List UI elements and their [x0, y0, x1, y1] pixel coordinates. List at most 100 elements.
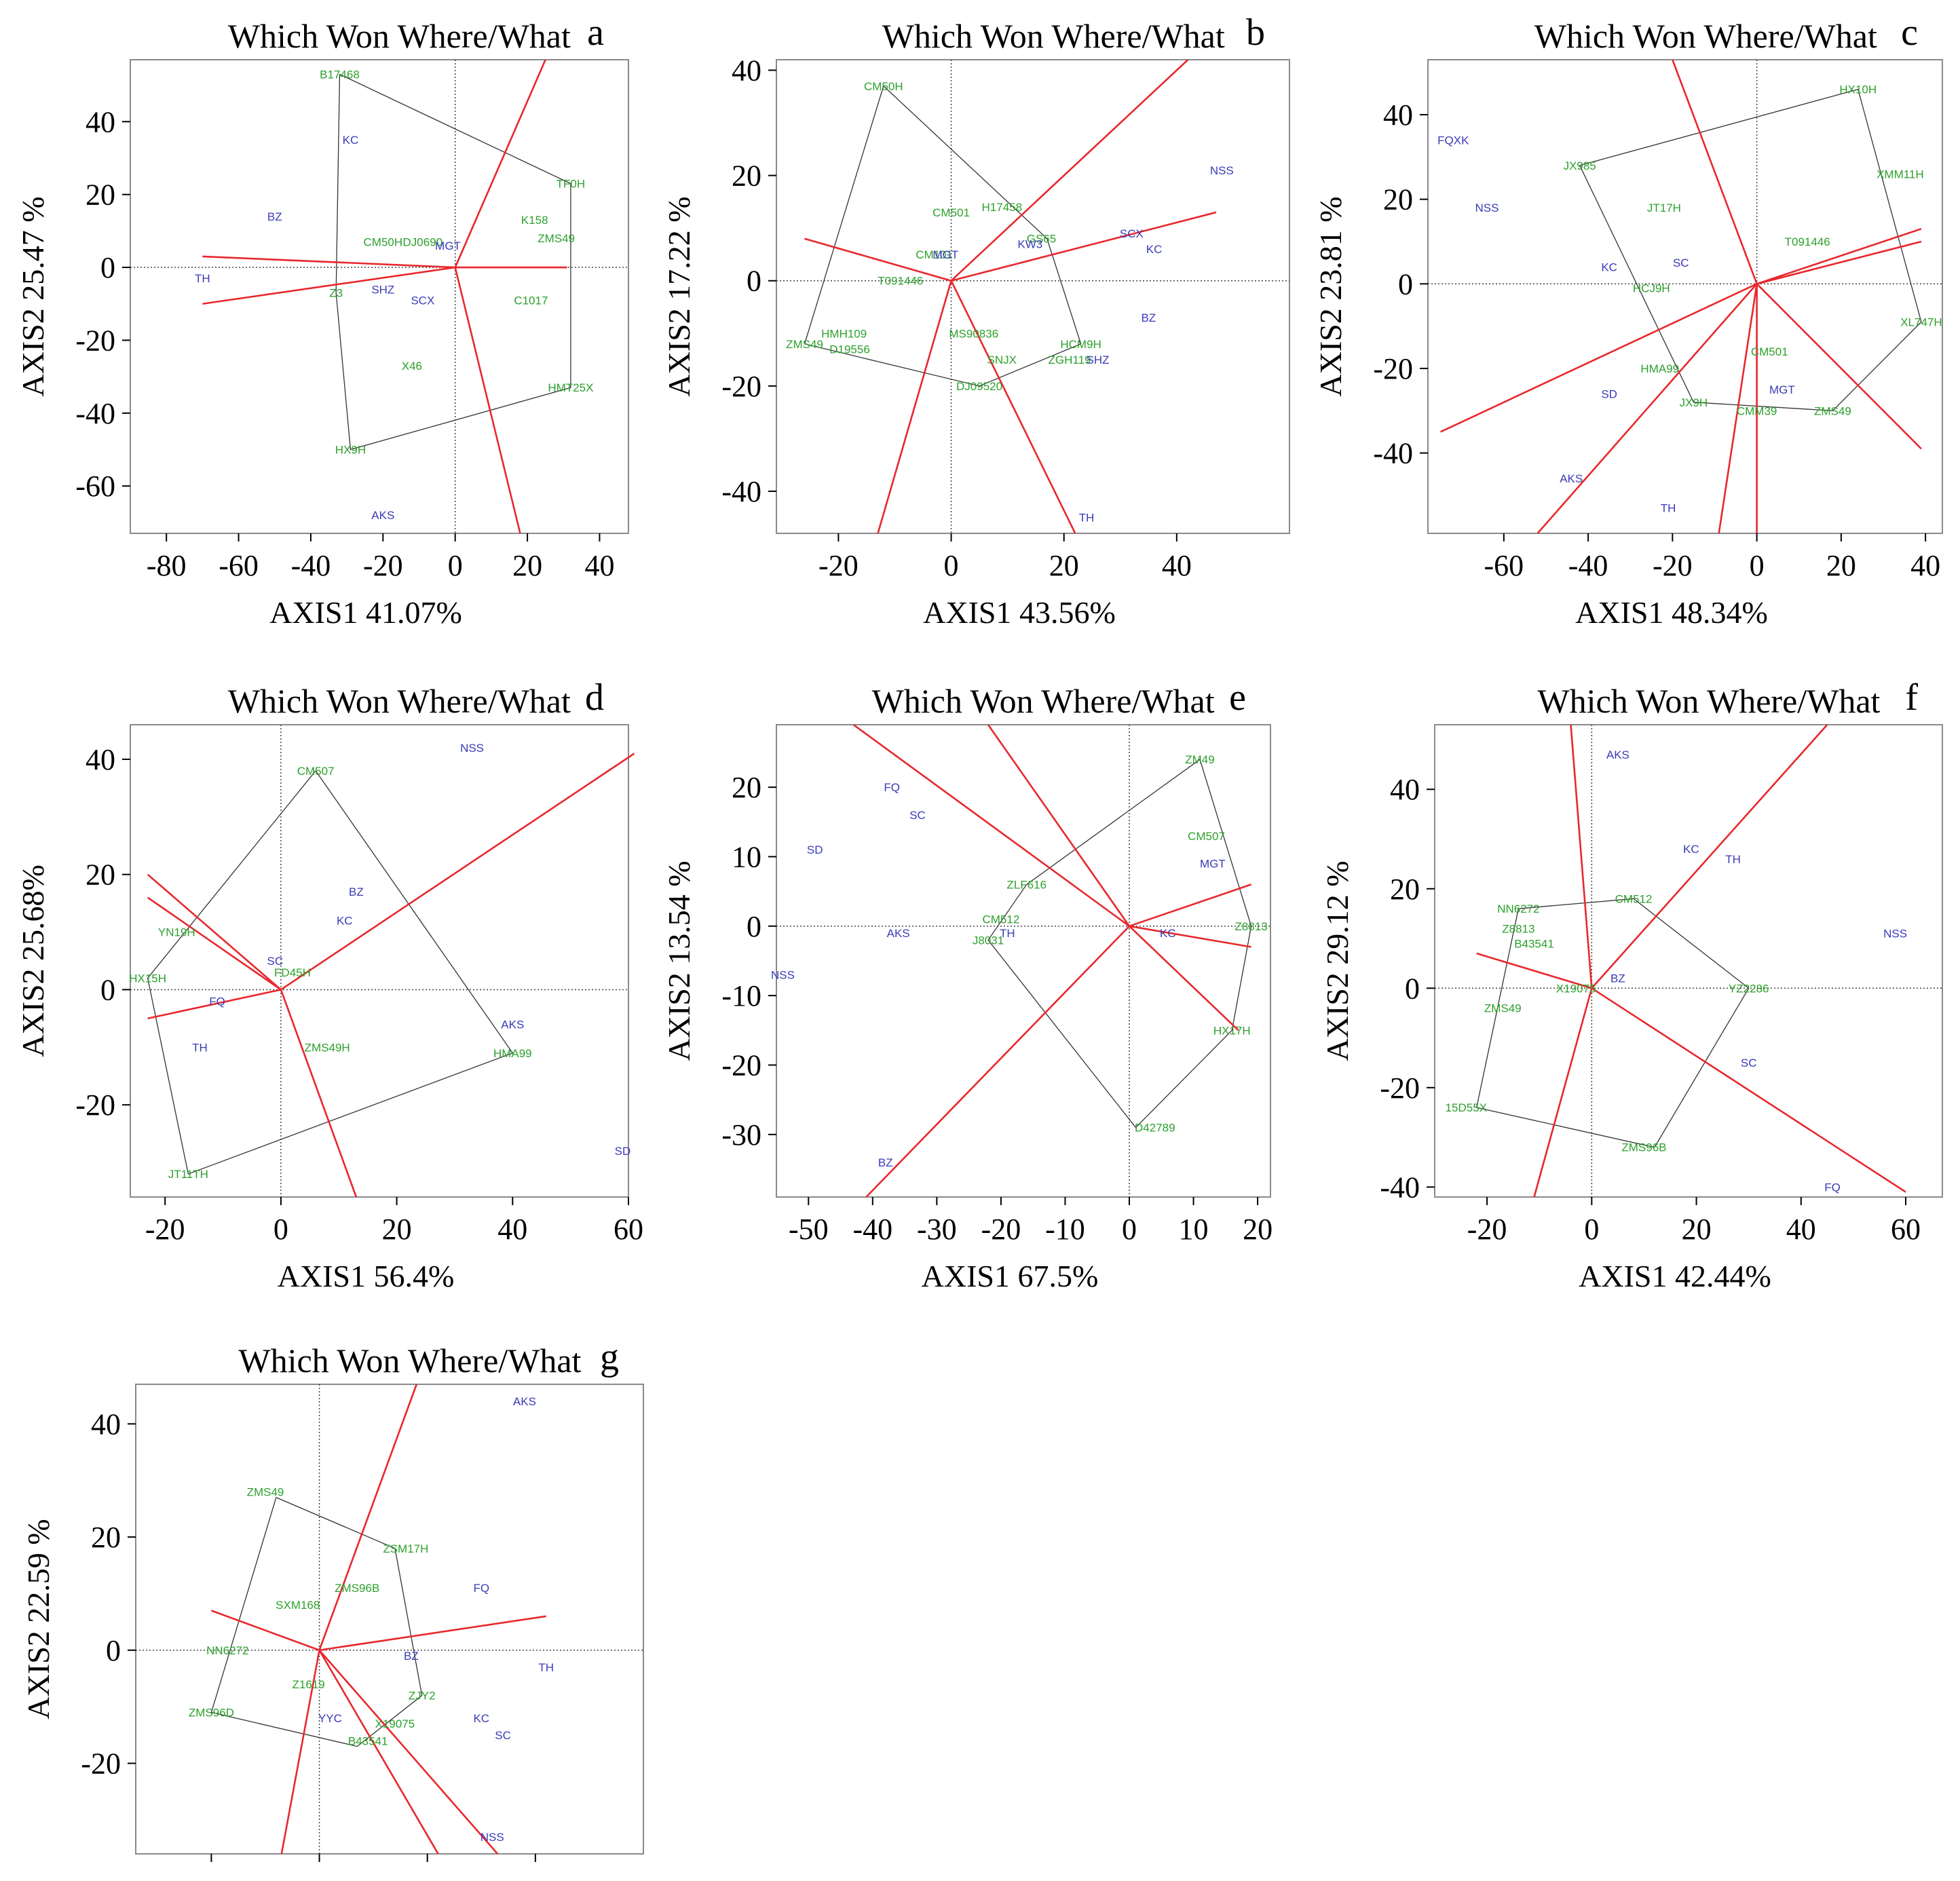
x-tick-label: -30 [917, 1213, 957, 1246]
x-tick-label: -80 [147, 549, 187, 582]
genotype-label: Z8813 [1235, 920, 1268, 933]
panel-title: Which Won Where/What [238, 1342, 581, 1380]
environment-label: BZ [404, 1650, 419, 1662]
y-tick-label: -20 [721, 370, 761, 403]
x-axis-title: AXIS1 56.4% [278, 1259, 455, 1293]
genotype-label: ZGH119 [1049, 354, 1091, 366]
y-tick-label: 40 [86, 105, 115, 138]
sector-ray [147, 989, 282, 1020]
environment-label: NSS [480, 1831, 504, 1844]
x-tick-label: 10 [1179, 1213, 1209, 1246]
sector-ray [852, 723, 1130, 927]
environment-label: NSS [1883, 928, 1907, 940]
genotype-label: B17468 [320, 68, 360, 81]
genotype-label: CM512 [1615, 892, 1653, 905]
sector-ray [1129, 884, 1252, 928]
genotype-label: Z8813 [1502, 922, 1534, 935]
sector-ray [454, 267, 521, 534]
panel-letter: g [600, 1336, 619, 1378]
genotype-label: CM507 [297, 765, 335, 778]
biplot-panel-g: Which Won Where/What g -20 0 20 40 AXIS2 22.59… [21, 1336, 644, 1862]
environment-label: AKS [501, 1018, 524, 1031]
y-axis-title: AXIS2 25.68% [16, 864, 50, 1057]
y-tick-label: 20 [86, 858, 115, 892]
environment-label: TH [1661, 502, 1676, 515]
environment-label: FQ [209, 995, 225, 1008]
sector-ray [950, 280, 1076, 534]
environment-label: SD [615, 1145, 631, 1158]
environment-label: BZ [349, 886, 364, 898]
genotype-label: YZ2286 [1729, 982, 1769, 995]
environment-label: BZ [1141, 311, 1156, 324]
x-tick-label: -20 [1467, 1213, 1507, 1246]
sector-ray [1756, 283, 1922, 450]
genotype-label: NN6272 [206, 1644, 248, 1657]
sector-ray [1756, 240, 1922, 285]
genotype-label: JX9H [1680, 396, 1708, 409]
environment-label: FQ [884, 781, 900, 794]
genotype-label: H17458 [982, 201, 1023, 214]
genotype-label: XL747H [1900, 316, 1942, 328]
y-tick-label: 0 [100, 251, 115, 284]
x-tick-label: 0 [448, 549, 463, 582]
x-tick-label: -60 [219, 549, 259, 582]
x-axis-title: AXIS1 48.34% [1575, 595, 1768, 630]
environment-label: AKS [887, 927, 910, 940]
genotype-label: HMA99 [493, 1047, 532, 1060]
environment-label: FQ [473, 1582, 489, 1595]
panel-title: Which Won Where/What [1537, 682, 1880, 720]
biplot-panel-b: Which Won Where/What b -20 0 20 40 -40 -20 0 20 40… [662, 12, 1290, 630]
x-tick-label: -20 [1653, 549, 1693, 582]
y-tick-label: 40 [1383, 98, 1413, 132]
environment-label: KC [1146, 243, 1163, 256]
x-tick-label: -40 [1568, 549, 1608, 582]
y-tick-label: 40 [86, 743, 115, 776]
genotype-label: ZMS49H [305, 1041, 350, 1054]
panel-title: Which Won Where/What [872, 682, 1215, 720]
environment-label: FQ [1824, 1181, 1841, 1194]
x-tick-label: 20 [1826, 549, 1856, 582]
y-tick-label: 20 [732, 771, 761, 804]
sector-ray [202, 266, 455, 305]
y-tick-label: 0 [106, 1634, 121, 1667]
panel-letter: d [585, 677, 604, 719]
environment-label: SD [1601, 387, 1617, 400]
genotype-label: CM50H [364, 235, 403, 248]
x-tick-label: -60 [1484, 549, 1524, 582]
genotype-label: HCM9H [1060, 338, 1101, 351]
biplot-panel-f: Which Won Where/What f -20 0 20 40 60 -40 -20 0 20… [1320, 677, 1943, 1293]
y-tick-label: 20 [1383, 183, 1413, 216]
environment-label: KC [1601, 261, 1617, 273]
environment-label: NSS [1210, 164, 1234, 177]
y-axis-title: AXIS2 23.81 % [1313, 196, 1348, 396]
genotype-label: ZMS49 [1484, 1002, 1522, 1015]
genotype-label: JX985 [1564, 159, 1596, 172]
environment-label: BZ [878, 1156, 893, 1169]
genotype-label: ZLF616 [1006, 878, 1047, 891]
y-tick-label: 0 [1405, 972, 1420, 1005]
panel-title: Which Won Where/What [882, 17, 1225, 55]
y-axis-title: AXIS2 13.54 % [662, 860, 696, 1061]
x-tick-label: -50 [789, 1213, 829, 1246]
y-tick-label: -40 [721, 475, 761, 508]
genotype-label: B43541 [348, 1734, 388, 1747]
sector-ray [1718, 284, 1758, 534]
sector-ray [318, 1649, 499, 1855]
genotype-label: SNJX [987, 354, 1017, 366]
environment-label: SD [807, 843, 823, 856]
x-axis-title: AXIS1 41.07% [269, 595, 462, 630]
panel-title: Which Won Where/What [1534, 17, 1877, 55]
y-tick-label: -20 [75, 324, 115, 357]
sector-ray [950, 59, 1189, 282]
sector-ray [280, 1650, 320, 1855]
convex-hull [335, 73, 571, 451]
sector-ray [147, 896, 282, 991]
sector-ray [987, 724, 1131, 927]
x-tick-label: 20 [512, 549, 542, 582]
environment-label: KC [1683, 843, 1699, 856]
genotype-label: ZMS49 [786, 338, 823, 351]
genotype-label: 15D55X [1446, 1101, 1487, 1114]
environment-label: TH [195, 272, 210, 285]
genotype-label: JT17H [1647, 202, 1681, 214]
